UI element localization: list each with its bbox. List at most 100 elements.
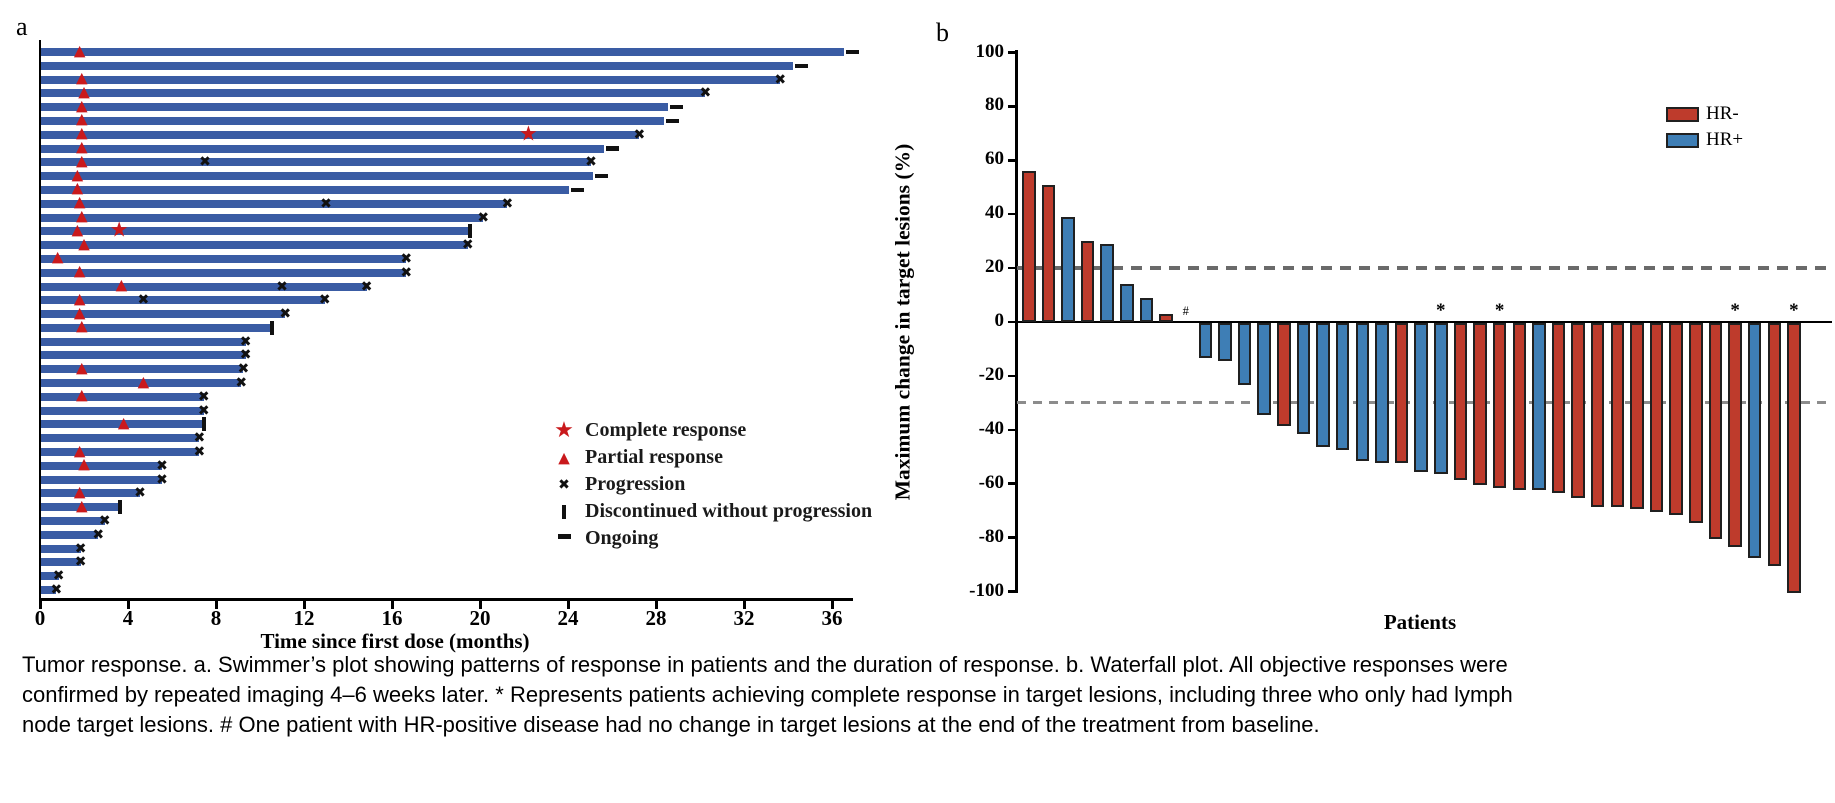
partial-response-marker: ▲: [76, 206, 88, 225]
swimmer-bar: [41, 586, 57, 594]
progression-marker: ✖: [239, 333, 252, 350]
waterfall-y-tick-label: -100: [969, 579, 1004, 601]
partial-response-marker: ▲: [73, 261, 86, 280]
partial-response-marker: ▲: [73, 41, 86, 59]
progression-marker: ✖: [320, 195, 332, 212]
ongoing-marker: [665, 118, 679, 124]
swimmer-y-axis-line: [38, 40, 41, 600]
complete-response-asterisk: *: [1730, 300, 1740, 321]
swimmer-x-tick-label: 0: [34, 606, 46, 630]
waterfall-bar: [1610, 323, 1625, 507]
swimmer-bar: [41, 130, 640, 139]
ongoing-marker: [606, 146, 620, 151]
partial-response-marker: ▲: [76, 151, 88, 170]
waterfall-bar: [1355, 323, 1370, 461]
progression-marker: ✖: [134, 485, 146, 502]
waterfall-bar: [1787, 323, 1801, 593]
progression-marker: ✖: [360, 278, 373, 295]
partial-response-marker: ▲: [76, 496, 88, 515]
legend-b-item-label: HR-: [1706, 103, 1739, 124]
swimmer-bar: [41, 310, 286, 319]
discontinued-marker: [118, 500, 123, 515]
swimmer-bar: [41, 337, 246, 346]
legend-b-item-label: HR+: [1706, 129, 1744, 150]
swimmer-bar: [41, 461, 162, 470]
progression-marker: ✖: [279, 306, 292, 323]
swimmer-bar: [41, 379, 242, 388]
waterfall-y-tick-label: -40: [978, 417, 1004, 439]
partial-response-marker: ▲: [73, 192, 86, 211]
complete-response-marker: ★: [109, 217, 129, 242]
legend-a-item-label: Partial response: [585, 446, 723, 468]
ongoing-marker: [595, 173, 609, 179]
swimmer-bar: [41, 199, 508, 208]
waterfall-bar: [1551, 323, 1566, 494]
waterfall-bar: [1689, 323, 1703, 523]
progression-marker: ✖: [137, 292, 150, 309]
swimmer-bar: [41, 241, 468, 250]
swimmer-x-tick: [566, 600, 570, 609]
waterfall-bar: [1532, 323, 1546, 491]
progression-marker: ✖: [52, 568, 65, 585]
ongoing-legend-icon: [558, 534, 571, 539]
legend-b-swatch: [1666, 107, 1699, 122]
waterfall-bar: [1277, 323, 1291, 426]
partial-response-marker: ▲: [78, 82, 90, 101]
progression-marker: ✖: [239, 347, 252, 364]
progression-marker: ✖: [235, 375, 248, 392]
swimmer-x-tick: [742, 600, 746, 609]
swimmer-x-tick: [214, 600, 218, 609]
partial-response-marker: ▲: [137, 372, 150, 391]
progression-marker: ✖: [50, 582, 63, 598]
swimmer-bar: [41, 530, 99, 539]
waterfall-y-tick-label: 100: [975, 40, 1005, 62]
swimmer-bar: [41, 116, 664, 125]
waterfall-y-tick-label: -60: [978, 471, 1004, 493]
progression-marker: ✖: [501, 195, 514, 212]
waterfall-y-tick: [1008, 590, 1016, 593]
progression-marker: ✖: [585, 154, 597, 171]
waterfall-bar: [1512, 323, 1526, 491]
partial-response-marker: ▲: [51, 247, 64, 266]
partial-response-marker: ▲: [76, 123, 88, 142]
waterfall-bar: [1630, 323, 1644, 510]
progression-marker: ✖: [193, 444, 206, 461]
swimmer-bar: [41, 89, 706, 98]
waterfall-zero-line: [1016, 320, 1832, 324]
partial-response-marker: ▲: [115, 275, 128, 294]
waterfall-bar: [1041, 184, 1056, 322]
partial-response-marker: ▲: [71, 178, 84, 197]
waterfall-bar: [1394, 323, 1409, 464]
swimmer-x-tick: [654, 600, 658, 609]
partial-response-marker: ▲: [73, 303, 86, 322]
swimmer-bar: [41, 503, 121, 512]
waterfall-y-tick: [1008, 212, 1016, 216]
swimmer-bar: [41, 103, 668, 112]
swimmer-bar: [41, 254, 407, 263]
discontinued-marker: [468, 224, 472, 239]
partial-response-marker: ▲: [73, 441, 86, 460]
waterfall-bar: [1335, 323, 1350, 450]
complete-response-asterisk: *: [1494, 300, 1505, 321]
swimmer-x-axis-line: [38, 597, 853, 601]
partial-response-marker: ▲: [117, 413, 130, 432]
waterfall-y-tick: [1008, 159, 1016, 162]
waterfall-y-tick-label: -20: [978, 363, 1004, 385]
legend-b-swatch: [1666, 133, 1699, 148]
waterfall-bar: [1159, 313, 1173, 322]
waterfall-bar: [1414, 323, 1428, 472]
waterfall-y-tick: [1008, 51, 1016, 54]
panel-a-x-axis-title: Time since first dose (months): [260, 629, 530, 653]
legend-a-item-label: Complete response: [585, 419, 747, 441]
waterfall-bar: [1061, 216, 1075, 322]
waterfall-y-tick-label: 20: [985, 256, 1004, 278]
swimmer-bar: [41, 572, 59, 581]
swimmer-x-tick-label: 28: [645, 606, 667, 630]
waterfall-bar: [1649, 323, 1664, 512]
waterfall-bar: [1669, 323, 1683, 515]
swimmer-bar: [41, 392, 204, 401]
swimmer-x-tick-label: 32: [733, 606, 755, 630]
panel-b-y-axis-title: Maximum change in target lesions (%): [890, 143, 915, 501]
legend-a-item-label: Ongoing: [585, 527, 659, 549]
waterfall-bar: [1218, 323, 1232, 362]
